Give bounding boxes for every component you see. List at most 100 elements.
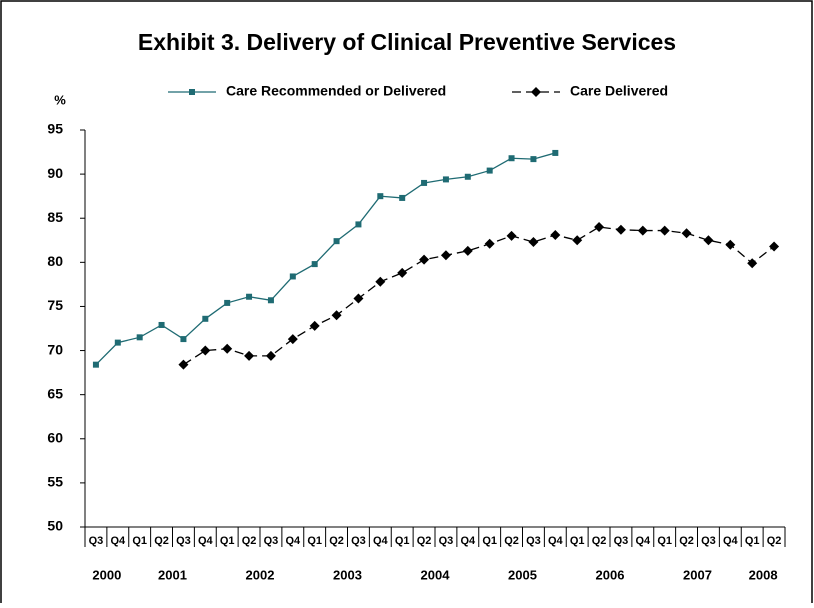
year-label: 2006 (596, 567, 625, 582)
marker (222, 343, 233, 354)
marker (442, 176, 449, 183)
marker (769, 241, 780, 252)
marker (92, 361, 99, 368)
x-tick-label: Q2 (417, 535, 432, 547)
marker (550, 229, 561, 240)
x-tick-label: Q3 (526, 535, 541, 547)
marker (462, 245, 473, 256)
marker (267, 297, 274, 304)
x-tick-label: Q4 (723, 535, 739, 547)
x-tick-label: Q1 (570, 535, 585, 547)
series-line (183, 226, 775, 366)
marker (309, 320, 320, 331)
marker (552, 149, 559, 156)
year-label: 2001 (158, 567, 187, 582)
x-tick-label: Q4 (460, 535, 476, 547)
x-tick-label: Q1 (482, 535, 497, 547)
marker (399, 194, 406, 201)
marker (265, 350, 276, 361)
marker (244, 350, 255, 361)
marker (353, 293, 364, 304)
marker (180, 336, 187, 343)
marker (397, 267, 408, 278)
marker (375, 276, 386, 287)
x-tick-label: Q1 (132, 535, 147, 547)
y-tick-label: 90 (47, 165, 63, 181)
x-tick-label: Q3 (89, 535, 104, 547)
marker (287, 334, 298, 345)
x-tick-label: Q4 (373, 535, 389, 547)
marker (331, 310, 342, 321)
legend-label: Care Delivered (570, 83, 668, 99)
year-label: 2005 (508, 567, 537, 582)
marker (681, 228, 692, 239)
x-tick-label: Q2 (679, 535, 694, 547)
y-tick-label: 85 (47, 209, 63, 225)
x-tick-label: Q1 (657, 535, 672, 547)
y-tick-label: 80 (47, 253, 63, 269)
x-tick-label: Q2 (504, 535, 519, 547)
marker (572, 235, 583, 246)
marker (703, 235, 714, 246)
marker (311, 261, 318, 268)
marker (506, 230, 517, 241)
x-tick-label: Q2 (592, 535, 607, 547)
year-label: 2008 (749, 567, 778, 582)
marker (246, 293, 253, 300)
year-label: 2004 (421, 567, 451, 582)
marker (136, 334, 143, 341)
y-tick-label: 55 (47, 474, 63, 490)
chart-title: Exhibit 3. Delivery of Clinical Preventi… (138, 29, 676, 55)
x-tick-label: Q4 (110, 535, 126, 547)
marker (484, 238, 495, 249)
marker (189, 89, 195, 95)
year-label: 2003 (333, 567, 362, 582)
x-tick-label: Q2 (242, 535, 257, 547)
marker (377, 193, 384, 200)
marker (419, 254, 430, 265)
x-tick-label: Q4 (548, 535, 564, 547)
x-tick-label: Q3 (176, 535, 191, 547)
x-tick-label: Q3 (701, 535, 716, 547)
y-axis-label: % (54, 92, 66, 107)
x-tick-label: Q1 (220, 535, 235, 547)
marker (178, 359, 189, 370)
x-tick-label: Q1 (745, 535, 760, 547)
y-tick-label: 70 (47, 341, 63, 357)
marker (659, 225, 670, 236)
marker (464, 173, 471, 180)
y-tick-label: 60 (47, 429, 63, 445)
year-label: 2000 (92, 567, 121, 582)
marker (486, 167, 493, 174)
marker (158, 321, 165, 328)
marker (224, 299, 231, 306)
marker (508, 155, 515, 162)
marker (531, 87, 541, 97)
marker (725, 239, 736, 250)
x-tick-label: Q4 (285, 535, 301, 547)
marker (289, 273, 296, 280)
series-line (95, 152, 556, 366)
marker (200, 345, 211, 356)
x-tick-label: Q1 (307, 535, 322, 547)
y-tick-label: 65 (47, 385, 63, 401)
marker (421, 179, 428, 186)
x-tick-label: Q3 (439, 535, 454, 547)
marker (114, 339, 121, 346)
marker (530, 156, 537, 163)
x-tick-label: Q3 (351, 535, 366, 547)
marker (333, 238, 340, 245)
y-tick-label: 95 (47, 121, 63, 137)
x-tick-label: Q4 (635, 535, 651, 547)
year-label: 2007 (683, 567, 712, 582)
marker (594, 222, 605, 233)
y-tick-label: 75 (47, 297, 63, 313)
marker (202, 315, 209, 322)
legend-label: Care Recommended or Delivered (226, 83, 446, 99)
marker (528, 237, 539, 248)
marker (355, 221, 362, 228)
x-tick-label: Q3 (614, 535, 629, 547)
x-tick-label: Q2 (154, 535, 169, 547)
